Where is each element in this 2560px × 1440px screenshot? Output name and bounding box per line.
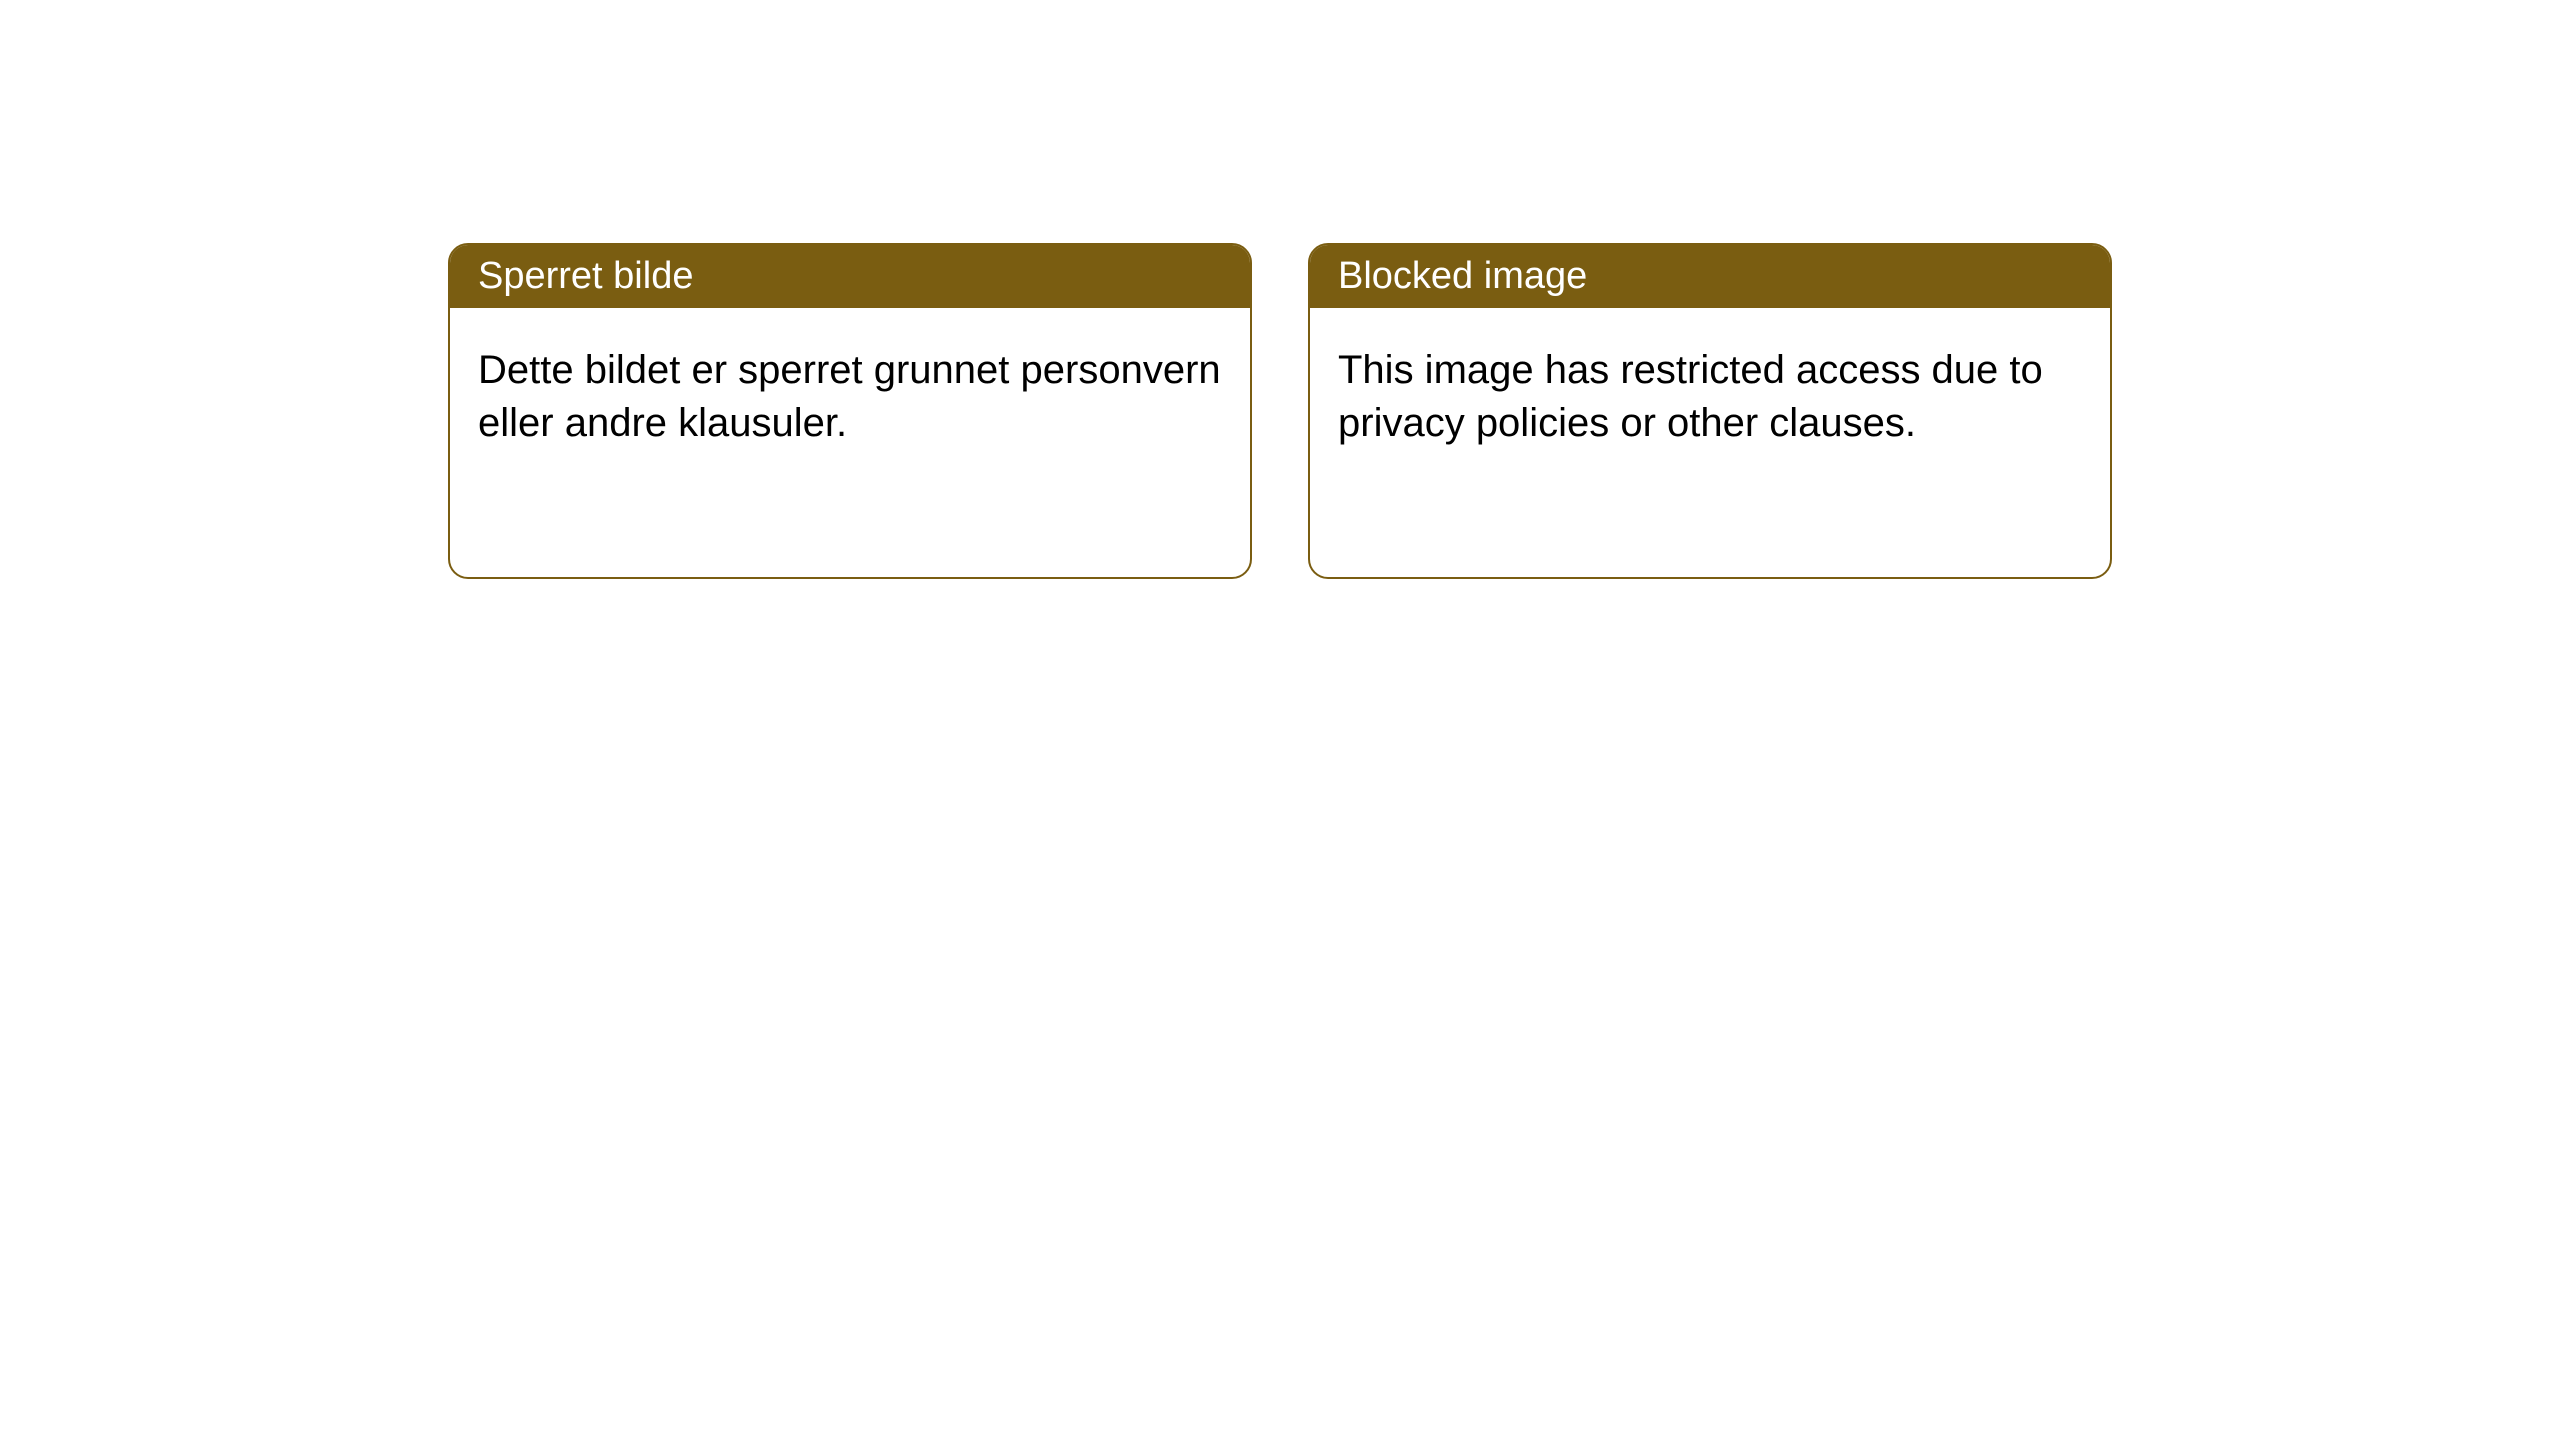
notice-box-norwegian: Sperret bilde Dette bildet er sperret gr… <box>448 243 1252 579</box>
notice-title: Sperret bilde <box>478 255 693 297</box>
notice-text: Dette bildet er sperret grunnet personve… <box>478 348 1221 445</box>
notice-header: Sperret bilde <box>450 245 1250 308</box>
notice-container: Sperret bilde Dette bildet er sperret gr… <box>448 243 2112 579</box>
notice-text: This image has restricted access due to … <box>1338 348 2043 445</box>
notice-body: Dette bildet er sperret grunnet personve… <box>450 308 1250 486</box>
notice-title: Blocked image <box>1338 255 1587 297</box>
notice-box-english: Blocked image This image has restricted … <box>1308 243 2112 579</box>
notice-body: This image has restricted access due to … <box>1310 308 2110 486</box>
notice-header: Blocked image <box>1310 245 2110 308</box>
